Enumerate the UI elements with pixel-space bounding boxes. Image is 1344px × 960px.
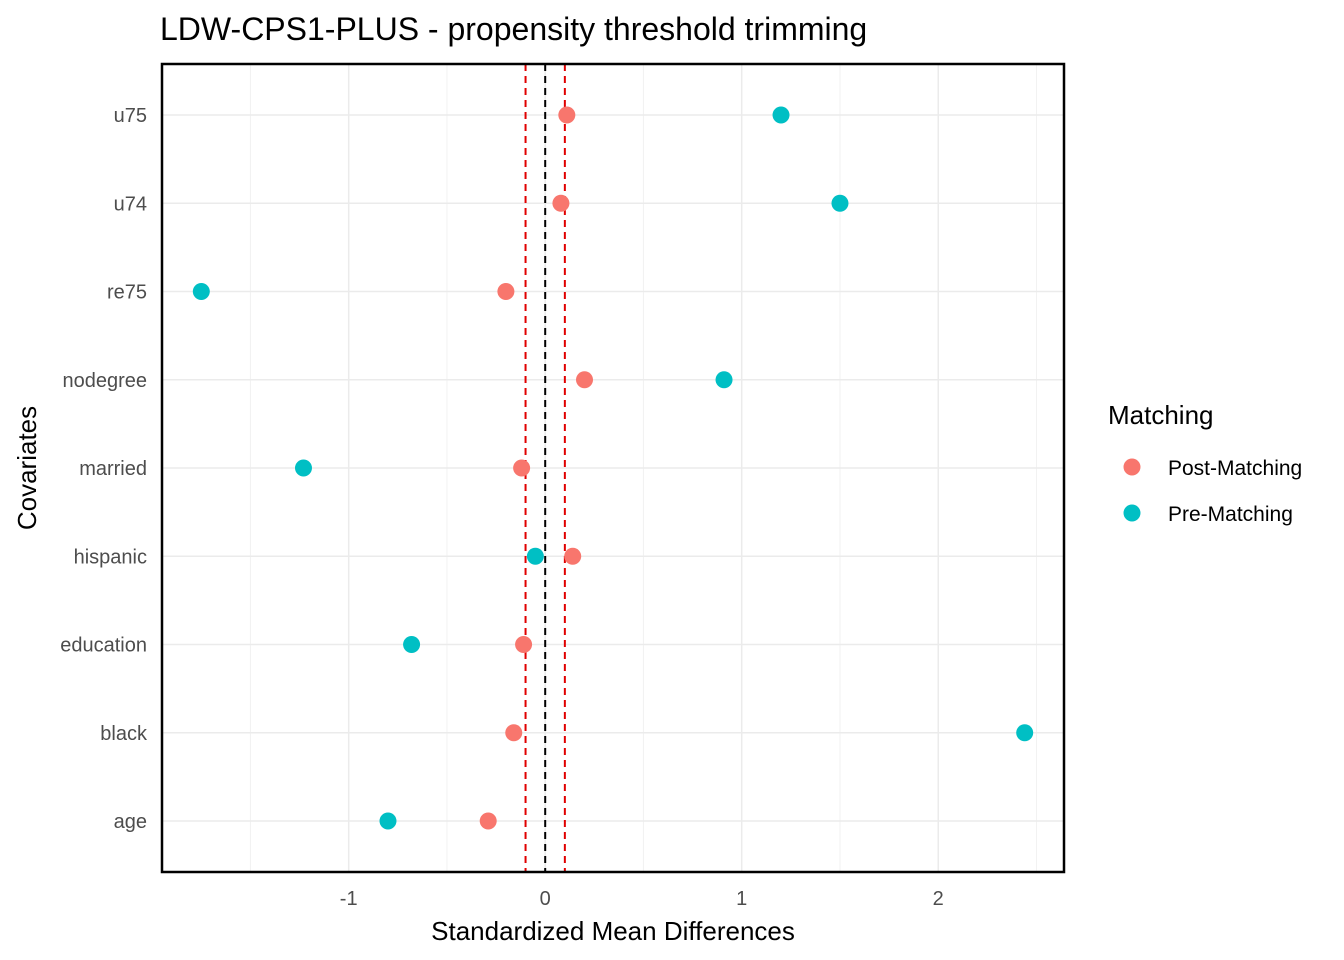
data-point-post-matching-hispanic <box>564 547 582 565</box>
y-tick-label: hispanic <box>74 546 147 568</box>
data-point-pre-matching-re75 <box>192 283 210 300</box>
data-point-post-matching-u74 <box>552 194 570 212</box>
y-tick-label: education <box>60 635 147 657</box>
x-axis-title: Standardized Mean Differences <box>431 916 795 946</box>
x-tick-label: 1 <box>736 888 747 910</box>
y-tick-label: married <box>79 458 147 480</box>
data-points <box>192 106 1034 830</box>
legend-label: Pre-Matching <box>1168 503 1293 526</box>
x-tick-label: 2 <box>933 888 944 910</box>
plot-panel-border <box>160 62 1066 874</box>
data-point-pre-matching-nodegree <box>715 371 733 389</box>
data-point-post-matching-black <box>505 724 523 742</box>
data-point-post-matching-education <box>515 636 533 653</box>
data-point-post-matching-married <box>513 459 531 477</box>
y-tick-label: u74 <box>114 193 147 215</box>
y-tick-label: age <box>114 811 147 833</box>
data-point-post-matching-re75 <box>497 283 515 300</box>
y-tick-labels: u75 u74 re75 nodegree married hispanic educati… <box>60 105 148 833</box>
y-tick-label: nodegree <box>62 370 147 392</box>
data-point-pre-matching-hispanic <box>526 547 544 565</box>
legend-key-pre-matching <box>1123 504 1141 522</box>
data-point-pre-matching-u74 <box>831 194 849 212</box>
legend-label: Post-Matching <box>1168 457 1302 480</box>
legend-title: Matching <box>1108 400 1214 430</box>
data-point-post-matching-nodegree <box>576 371 594 389</box>
y-tick-label: black <box>100 723 148 745</box>
legend-key-post-matching <box>1123 458 1141 476</box>
data-point-post-matching-age <box>479 812 497 830</box>
x-tick-label: -1 <box>340 888 358 910</box>
y-tick-label: u75 <box>114 105 147 127</box>
data-point-post-matching-u75 <box>558 106 576 124</box>
chart-title: LDW-CPS1-PLUS - propensity threshold tri… <box>160 11 867 47</box>
y-tick-label: re75 <box>107 282 147 304</box>
data-point-pre-matching-education <box>403 636 421 653</box>
data-point-pre-matching-black <box>1016 724 1034 742</box>
legend: Matching Post-Matching Pre-Matching <box>1108 400 1302 526</box>
data-point-pre-matching-married <box>294 459 312 477</box>
y-axis-title: Covariates <box>12 406 42 530</box>
grid <box>162 64 1064 872</box>
data-point-pre-matching-age <box>379 812 397 830</box>
x-tick-labels: -1 0 1 2 <box>340 888 944 910</box>
x-tick-label: 0 <box>540 888 551 910</box>
data-point-pre-matching-u75 <box>772 106 790 124</box>
